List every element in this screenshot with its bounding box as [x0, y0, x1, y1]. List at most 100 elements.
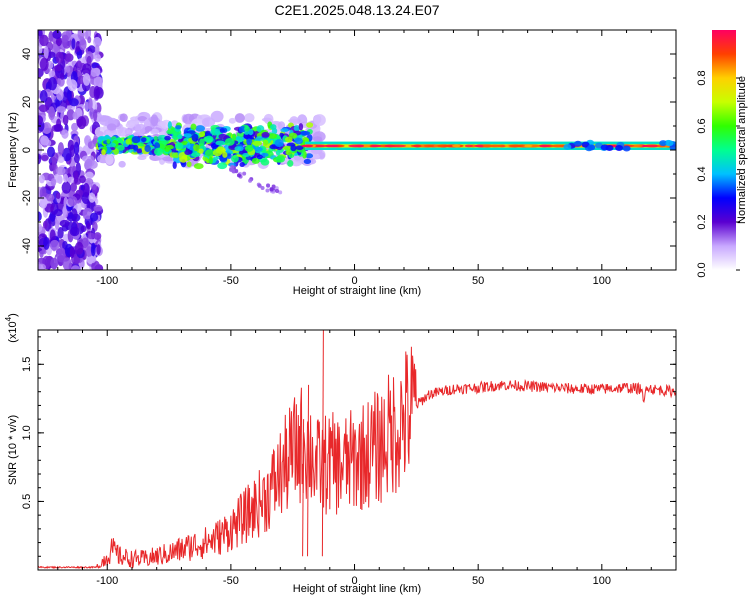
spectrogram-cell: [76, 116, 87, 130]
spectrogram-cell: [79, 39, 87, 51]
spectrogram-cell: [275, 189, 280, 194]
spectrogram-cell: [52, 30, 62, 39]
spectrogram-cell: [56, 106, 67, 113]
spectrogram-cell: [348, 144, 364, 148]
spectrogram-cell: [73, 171, 79, 184]
spectrogram-cell: [65, 66, 71, 73]
spectrogram-cell: [474, 144, 486, 148]
spectrogram-cell: [437, 144, 451, 148]
spectrogram-cell: [43, 236, 50, 250]
spectrogram-cell: [93, 232, 102, 240]
spectrogram-cell: [43, 45, 49, 60]
spectrogram-cell: [96, 244, 101, 255]
spectrogram-cell: [86, 223, 91, 230]
spectrogram-cell: [153, 147, 164, 156]
spectrogram-cell: [82, 207, 93, 220]
spectrogram-cell: [318, 152, 326, 159]
spectrogram-cell: [464, 144, 473, 148]
spectrogram-cell: [73, 153, 80, 164]
spectrogram-cell: [157, 134, 168, 142]
spectrogram-cell: [193, 144, 200, 152]
spectrogram-cell: [303, 158, 312, 165]
spectrogram-cell: [38, 211, 42, 222]
spectrogram-cell: [295, 145, 304, 151]
spectrogram-cell: [90, 67, 98, 77]
spectrogram-cell: [214, 128, 221, 135]
spectrogram-image: [38, 30, 676, 270]
spectrogram-cell: [105, 154, 114, 165]
spectrogram-cell: [54, 64, 63, 72]
spectrogram-cell: [54, 220, 60, 231]
spectrogram-cell: [212, 149, 223, 157]
spectrogram-cell: [144, 144, 151, 153]
colorbar-label-text: Normalized spectral amplitude: [736, 76, 748, 224]
spectrogram-cell: [39, 34, 49, 47]
spectrogram-cell: [244, 113, 255, 123]
spectrogram-cell: [265, 188, 270, 193]
spectrogram-cell: [615, 145, 624, 152]
spectrogram-cell: [87, 232, 95, 240]
spectrogram-cell: [225, 149, 233, 155]
spectrogram-cell: [72, 111, 78, 120]
colorbar-tick-label: 0.8: [696, 70, 708, 85]
spectrogram-cell: [69, 144, 76, 158]
y-tick-label: 0.5: [21, 494, 33, 509]
spectrogram-cell: [39, 57, 49, 71]
spectrogram-cell: [45, 193, 55, 202]
snr-frame: [37, 329, 677, 571]
spectrogram-cell: [172, 161, 177, 169]
spectrogram-cell: [39, 196, 48, 209]
snr-panel: -100 -50 0 50 100 0.5 1.0 1.5 Height of straig…: [4, 313, 677, 595]
spectrogram-cell: [266, 183, 271, 188]
spectrogram-cell: [81, 63, 92, 76]
spectrogram-cell: [274, 139, 284, 147]
spectrogram-cell: [48, 106, 56, 121]
spectrogram-cell: [61, 181, 72, 194]
spectrogram-cell: [94, 53, 101, 62]
spectrogram-cell: [94, 44, 100, 56]
spectrogram-cell: [67, 212, 74, 219]
spectrogram-cell: [217, 162, 228, 170]
spectrogram-cell: [47, 146, 55, 158]
x-tick-label: -100: [96, 575, 118, 587]
spectrogram-cell: [271, 184, 276, 189]
snr-y-label: SNR (10 * v/v): [7, 415, 19, 485]
spectrogram-cell: [69, 226, 80, 237]
x-tick-label: 0: [351, 575, 357, 587]
spectrogram-cell: [491, 144, 502, 148]
spectrogram-cell: [224, 137, 235, 146]
spectrogram-cell: [252, 140, 263, 146]
spectrogram-cell: [248, 178, 253, 183]
spectrogram-cell: [255, 146, 263, 152]
snr-spikes: [302, 330, 324, 557]
spectrogram-cell: [134, 123, 147, 135]
spectrogram-y-ticks: -40 -20 0 20 40: [21, 29, 676, 271]
x-tick-label: -50: [223, 575, 239, 587]
spectrogram-cell: [67, 79, 78, 92]
spectrogram-cell: [482, 144, 494, 148]
spectrogram-cell: [69, 246, 75, 259]
spectrogram-cell: [198, 131, 206, 138]
spectrogram-cell: [141, 137, 147, 143]
spectrogram-cell: [67, 195, 78, 207]
spectrogram-cell: [451, 144, 461, 148]
snr-x-ticks: -100 -50 0 50 100: [57, 330, 677, 587]
spectrogram-cell: [90, 242, 96, 257]
spectrogram-cell: [38, 223, 43, 233]
spectrogram-cell: [290, 144, 297, 152]
spectrogram-cell: [222, 151, 228, 158]
spectrogram-cell: [38, 142, 43, 156]
y-tick-label: 40: [21, 48, 33, 60]
spectrogram-cell: [632, 144, 643, 148]
colorbar-tick-label: 0.0: [696, 262, 708, 277]
spectrogram-cell: [82, 182, 90, 197]
spectrogram-cell: [81, 237, 89, 249]
spectrogram-cell: [413, 144, 420, 148]
spectrogram-cell: [153, 135, 158, 142]
spectrogram-cell: [298, 123, 304, 131]
spectrogram-cell: [77, 30, 85, 40]
spectrogram-cell: [261, 152, 269, 157]
x-tick-label: -50: [223, 275, 239, 287]
spectrogram-cell: [228, 162, 237, 167]
spectrogram-cell: [144, 126, 153, 132]
